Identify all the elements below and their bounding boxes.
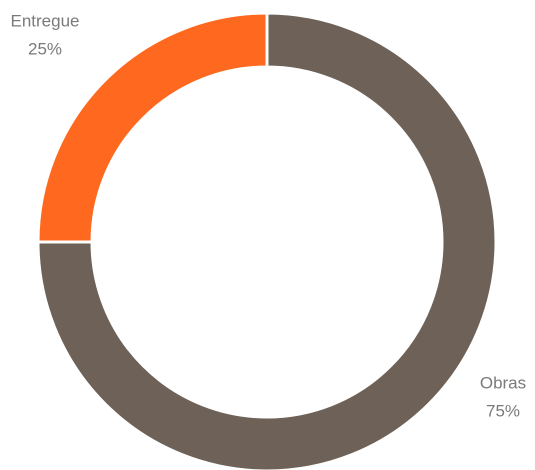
value-label: 75% [486,401,520,420]
value-label: 25% [28,39,62,58]
category-label: Obras [480,373,526,392]
donut-segment [36,11,269,244]
donut-segment [36,11,498,470]
category-label: Entregue [11,11,80,30]
